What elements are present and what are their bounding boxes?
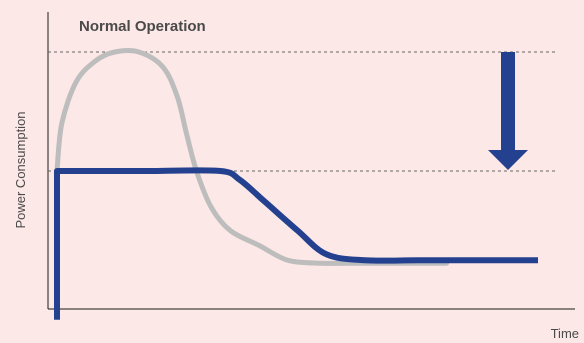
y-axis-label: Power Consumption bbox=[13, 111, 28, 228]
reduction-arrow bbox=[488, 52, 528, 170]
series-line-gray bbox=[54, 48, 450, 266]
chart-title: Normal Operation bbox=[79, 18, 206, 35]
x-axis-label: Time bbox=[551, 326, 579, 341]
series-line-blue bbox=[54, 167, 538, 320]
